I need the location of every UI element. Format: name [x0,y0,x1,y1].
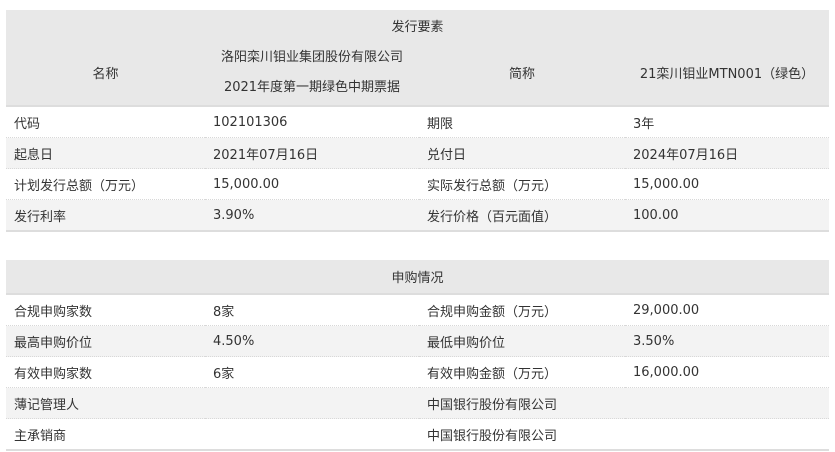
field-value: 3年 [625,106,830,138]
field-label: 有效申购家数 [6,356,205,388]
field-label: 中国银行股份有限公司 [419,387,625,419]
short-value: 21栾川钼业MTN001（绿色） [625,40,830,107]
short-label: 简称 [419,40,625,107]
field-label: 合规申购金额（万元） [419,294,625,326]
field-label: 计划发行总额（万元） [6,168,205,200]
name-line-1: 洛阳栾川钼业集团股份有限公司 [220,49,403,65]
table-row: 合规申购家数 8家 合规申购金额（万元） 29,000.00 [6,294,830,326]
table-row: 发行利率 3.90% 发行价格（百元面值） 100.00 [6,199,830,232]
field-label: 代码 [6,106,205,138]
subscription-title: 申购情况 [6,260,830,295]
subscription-table: 申购情况 合规申购家数 8家 合规申购金额（万元） 29,000.00 最高申购价位 4.… [6,260,830,451]
field-label: 发行利率 [6,199,205,232]
field-value: 2021年07月16日 [205,137,419,169]
table-row: 有效申购家数 6家 有效申购金额（万元） 16,000.00 [6,356,830,388]
field-value: 2024年07月16日 [625,137,830,169]
field-label: 最低申购价位 [419,325,625,357]
issue-elements-table: 发行要素 名称 洛阳栾川钼业集团股份有限公司 2021年度第一期绿色中期票据 简称… [6,10,830,232]
table-row: 薄记管理人 中国银行股份有限公司 [6,387,830,419]
field-value: 3.50% [625,325,830,357]
field-value: 15,000.00 [625,168,830,200]
field-value: 29,000.00 [625,294,830,326]
field-label: 中国银行股份有限公司 [419,418,625,451]
field-value [205,418,419,451]
field-value: 8家 [205,294,419,326]
field-value: 102101306 [205,106,419,138]
field-value: 15,000.00 [205,168,419,200]
field-label: 最高申购价位 [6,325,205,357]
name-label: 名称 [6,40,205,107]
field-label: 主承销商 [6,418,205,451]
field-label: 薄记管理人 [6,387,205,419]
field-label: 合规申购家数 [6,294,205,326]
name-line-2: 2021年度第一期绿色中期票据 [223,79,401,95]
field-value [205,387,419,419]
field-label: 实际发行总额（万元） [419,168,625,200]
issue-title: 发行要素 [6,10,830,40]
table-row: 最高申购价位 4.50% 最低申购价位 3.50% [6,325,830,357]
field-label: 起息日 [6,137,205,169]
field-label: 有效申购金额（万元） [419,356,625,388]
field-label: 发行价格（百元面值） [419,199,625,232]
table-row: 计划发行总额（万元） 15,000.00 实际发行总额（万元） 15,000.00 [6,168,830,200]
field-label: 期限 [419,106,625,138]
field-value: 6家 [205,356,419,388]
field-value: 100.00 [625,199,830,232]
field-value: 16,000.00 [625,356,830,388]
table-row: 代码 102101306 期限 3年 [6,106,830,138]
field-value [625,418,830,451]
table-row: 主承销商 中国银行股份有限公司 [6,418,830,451]
field-value [625,387,830,419]
table-row: 起息日 2021年07月16日 兑付日 2024年07月16日 [6,137,830,169]
field-value: 3.90% [205,199,419,232]
field-label: 兑付日 [419,137,625,169]
name-value: 洛阳栾川钼业集团股份有限公司 2021年度第一期绿色中期票据 [205,40,419,107]
field-value: 4.50% [205,325,419,357]
